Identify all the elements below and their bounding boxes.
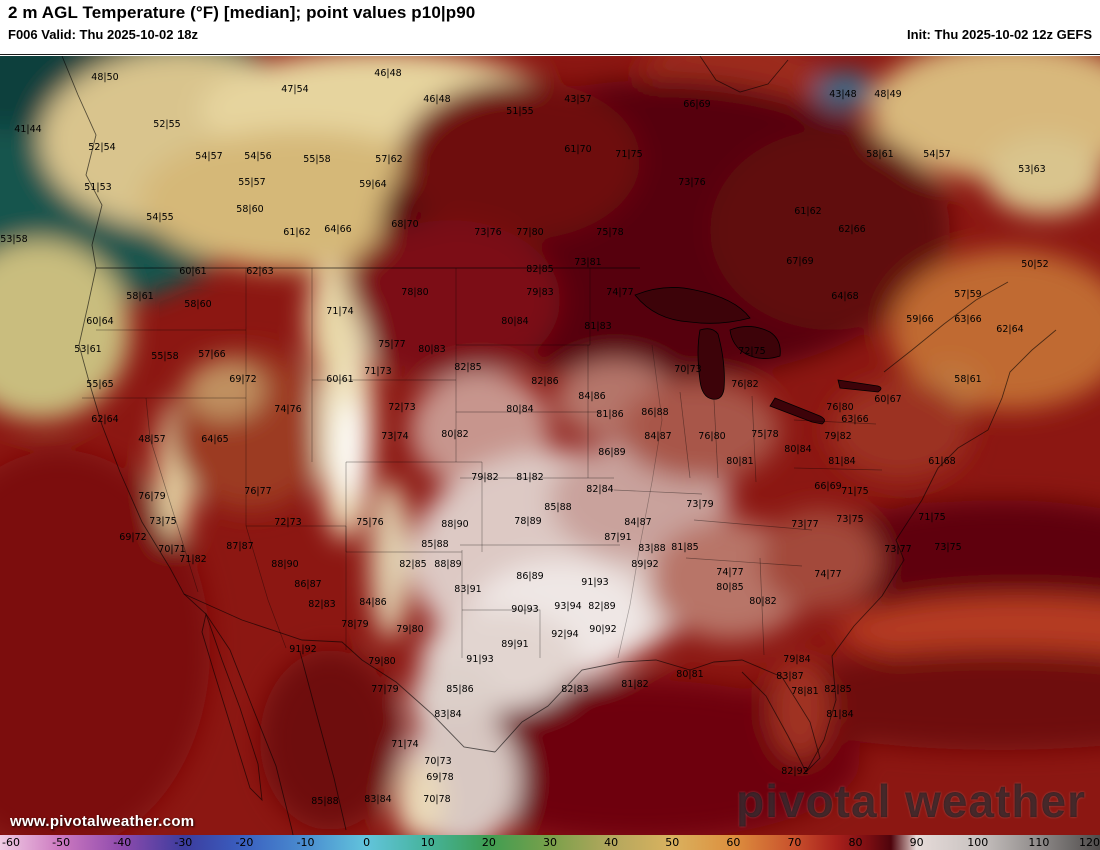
colorbar-tick-label: 10 [420, 836, 435, 849]
temperature-field-map [0, 56, 1100, 850]
colorbar-tick-label: 110 [1028, 836, 1050, 849]
colorbar-tick-label: 0 [363, 836, 371, 849]
colorbar-tick-label: 90 [909, 836, 924, 849]
great-lakes [634, 287, 882, 425]
colorbar-tick-label: 120 [1079, 836, 1100, 849]
valid-time-label: F006 Valid: Thu 2025-10-02 18z [8, 27, 199, 42]
colorbar-tick-label: -20 [235, 836, 254, 849]
map-header: 2 m AGL Temperature (°F) [median]; point… [0, 0, 1100, 55]
colorbar-tick-label: -40 [113, 836, 132, 849]
colorbar-tick-label: 100 [967, 836, 989, 849]
colorbar-tick-label: -50 [52, 836, 71, 849]
init-time-label: Init: Thu 2025-10-02 12z GEFS [907, 27, 1092, 42]
watermark-brand: pivotal weather [736, 775, 1086, 827]
colorbar-tick-label: -60 [2, 836, 20, 849]
colorbar: -60 -50 -40 -30 -20 -10 0 10 20 30 40 50 60 70 80 90 100… [0, 835, 1100, 850]
colorbar-tick-label: -30 [174, 836, 193, 849]
watermark-url: www.pivotalweather.com [10, 813, 195, 830]
colorbar-tick-label: -10 [296, 836, 315, 849]
coastlines [61, 56, 1057, 850]
colorbar-tick-label: 80 [848, 836, 863, 849]
colorbar-ticks: -60 -50 -40 -30 -20 -10 0 10 20 30 40 50 60 70 80 90 100… [0, 835, 1100, 850]
colorbar-tick-label: 30 [543, 836, 557, 849]
temperature-shading [0, 56, 1100, 850]
colorbar-tick-label: 40 [604, 836, 619, 849]
map-area: 48|50 47|54 46|48 46|48 51|55 43|57 66|69 43|48… [0, 56, 1100, 850]
colorbar-tick-label: 70 [787, 836, 802, 849]
state-borders [82, 268, 883, 659]
colorbar-tick-label: 60 [726, 836, 741, 849]
map-title: 2 m AGL Temperature (°F) [median]; point… [8, 3, 476, 22]
colorbar-tick-label: 50 [665, 836, 680, 849]
colorbar-tick-label: 20 [481, 836, 496, 849]
